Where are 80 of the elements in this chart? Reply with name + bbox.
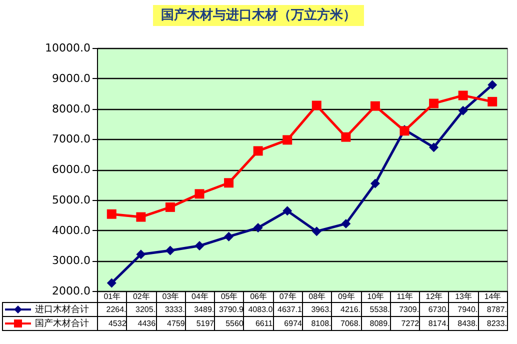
point bbox=[370, 101, 380, 111]
data-label: 8233. bbox=[478, 316, 508, 330]
y-tick-label: 8000.0 bbox=[52, 102, 90, 116]
point bbox=[194, 241, 204, 251]
data-label: 5538. bbox=[361, 302, 390, 316]
data-label: 3489. bbox=[185, 302, 215, 316]
y-tick-label: 2000.0 bbox=[52, 284, 90, 298]
x-tick-label: 10年 bbox=[361, 291, 390, 302]
data-label: 4759 bbox=[156, 316, 186, 330]
x-tick-label: 08年 bbox=[302, 291, 332, 302]
point bbox=[429, 142, 439, 152]
x-tick-label: 12年 bbox=[420, 291, 449, 302]
data-label: 7940. bbox=[448, 302, 478, 316]
data-label: 4637.1 bbox=[273, 302, 302, 316]
data-label: 8787. bbox=[478, 302, 508, 316]
point bbox=[282, 135, 292, 145]
data-label: 4083.0 bbox=[244, 302, 274, 316]
y-tick-label: 9000.0 bbox=[52, 72, 90, 85]
point bbox=[488, 96, 498, 106]
y-tick-label: 5000.0 bbox=[52, 193, 90, 206]
legend-label: 进口木材合计 bbox=[35, 304, 89, 314]
x-tick-label: 02年 bbox=[126, 291, 156, 302]
point bbox=[488, 80, 498, 90]
data-label: 4436 bbox=[126, 316, 156, 330]
data-label: 5197 bbox=[185, 316, 215, 330]
y-tick-label: 7000.0 bbox=[52, 132, 90, 146]
point bbox=[136, 212, 146, 222]
point bbox=[194, 189, 204, 199]
point bbox=[224, 232, 234, 242]
data-label: 7272 bbox=[390, 316, 420, 330]
y-tick-label: 6000.0 bbox=[52, 163, 90, 176]
x-tick-label: 01年 bbox=[98, 291, 127, 302]
point bbox=[370, 178, 380, 188]
data-label: 6611 bbox=[244, 316, 274, 330]
data-label: 3790.9 bbox=[214, 302, 244, 316]
point bbox=[106, 278, 116, 288]
x-tick-label: 06年 bbox=[244, 291, 274, 302]
data-label: 3963. bbox=[302, 302, 332, 316]
x-tick-label: 09年 bbox=[332, 291, 362, 302]
x-tick-label: 03年 bbox=[156, 291, 186, 302]
x-tick-label: 04年 bbox=[185, 291, 215, 302]
y-tick-label: 3000.0 bbox=[52, 254, 90, 268]
point bbox=[312, 226, 322, 236]
point bbox=[253, 146, 263, 156]
x-tick-label: 05年 bbox=[214, 291, 244, 302]
point bbox=[312, 100, 322, 110]
data-label: 8438. bbox=[448, 316, 478, 330]
x-tick-label: 14年 bbox=[478, 291, 508, 302]
point bbox=[458, 90, 468, 100]
y-tick-label: 10000.0 bbox=[45, 42, 90, 54]
data-label: 7068. bbox=[332, 316, 362, 330]
point bbox=[253, 222, 263, 232]
point bbox=[224, 178, 234, 188]
data-label: 3333. bbox=[156, 302, 186, 316]
data-label: 8089. bbox=[361, 316, 390, 330]
x-tick-label: 07年 bbox=[273, 291, 302, 302]
x-tick-label: 11年 bbox=[390, 291, 420, 302]
point bbox=[458, 106, 468, 116]
point bbox=[136, 250, 146, 260]
data-label: 4532 bbox=[98, 316, 127, 330]
data-label: 5560 bbox=[214, 316, 244, 330]
data-label: 7309. bbox=[390, 302, 420, 316]
point bbox=[429, 98, 439, 108]
data-label: 6730. bbox=[420, 302, 449, 316]
point bbox=[341, 218, 351, 228]
data-label: 6974 bbox=[273, 316, 302, 330]
point bbox=[282, 206, 292, 216]
data-label: 4216. bbox=[332, 302, 362, 316]
point bbox=[106, 209, 116, 219]
point bbox=[165, 202, 175, 212]
chart-title: 国产木材与进口木材（万立方米） bbox=[153, 5, 364, 26]
x-tick-label: 13年 bbox=[448, 291, 478, 302]
data-label: 2264. bbox=[98, 302, 127, 316]
y-tick-label: 4000.0 bbox=[52, 224, 90, 237]
legend-label: 国产木材合计 bbox=[35, 318, 89, 328]
data-label: 8174. bbox=[420, 316, 449, 330]
point bbox=[165, 246, 175, 256]
data-label: 8108. bbox=[302, 316, 332, 330]
point bbox=[341, 132, 351, 142]
data-label: 3205. bbox=[126, 302, 156, 316]
